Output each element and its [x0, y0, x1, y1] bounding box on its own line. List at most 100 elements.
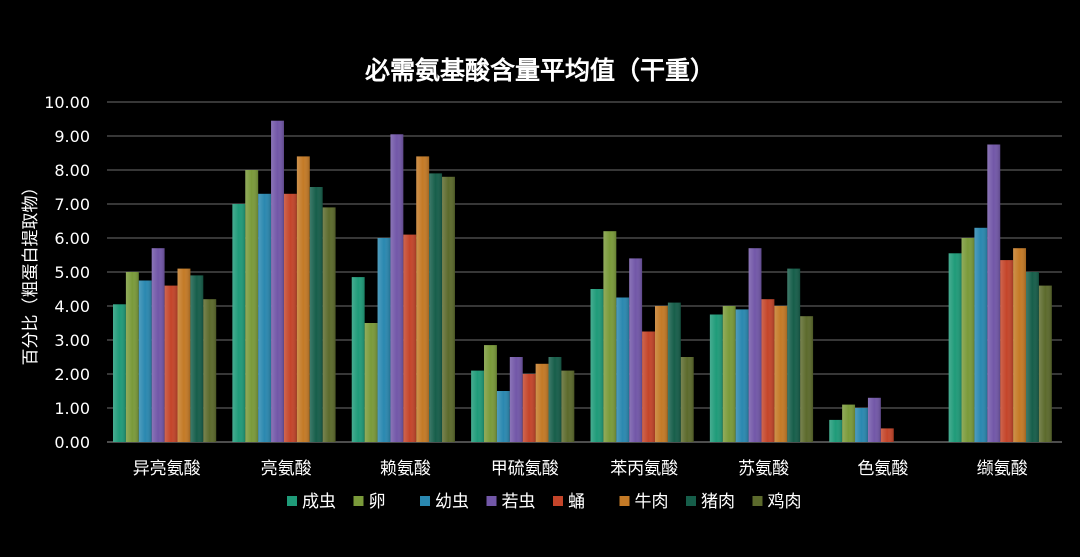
category-group — [829, 397, 894, 442]
bar-shading — [203, 299, 217, 442]
bars — [113, 120, 1052, 443]
legend-swatch — [486, 496, 497, 506]
y-tick-labels: 0.00 1.00 2.00 3.00 4.00 5.00 6.00 7.00 8.00 9.00… — [44, 93, 90, 452]
category-group — [232, 120, 336, 442]
bar-shading — [548, 357, 562, 442]
bar-shading — [616, 297, 630, 442]
category-group — [471, 345, 575, 442]
bar-shading — [1038, 285, 1052, 442]
x-tick-label: 苏氨酸 — [738, 459, 789, 479]
bar-shading — [1013, 248, 1027, 442]
bar-shading — [1000, 260, 1014, 442]
bar-shading — [258, 193, 272, 442]
y-tick-label: 10.00 — [44, 93, 90, 112]
x-tick-label: 赖氨酸 — [380, 459, 431, 479]
legend-label: 成虫 — [302, 492, 336, 512]
legend-swatch — [420, 496, 430, 506]
bar-shading — [535, 363, 549, 442]
bar-shading — [722, 306, 736, 442]
bar-shading — [603, 231, 617, 442]
legend-swatch — [553, 496, 563, 506]
y-tick-label: 4.00 — [54, 297, 90, 316]
x-tick-label: 异亮氨酸 — [133, 459, 201, 479]
legend-swatch — [752, 496, 763, 506]
bar-shading — [522, 374, 536, 442]
bar-shading — [629, 258, 643, 442]
y-axis-label: 百分比（粗蛋白提取物） — [21, 179, 41, 366]
bar-shading — [364, 323, 378, 442]
legend-label: 牛肉 — [635, 492, 669, 512]
category-group — [113, 248, 217, 442]
bar-shading — [484, 345, 497, 442]
bar-shading — [761, 299, 775, 442]
bar-shading — [590, 289, 604, 442]
bar-shading — [787, 268, 801, 442]
bar-shading — [880, 428, 894, 442]
bar-shading — [867, 397, 881, 442]
bar-shading — [709, 314, 723, 442]
bar-shading — [748, 248, 762, 442]
legend-label: 卵 — [369, 492, 386, 512]
x-tick-label: 缬氨酸 — [977, 459, 1028, 479]
category-group — [590, 231, 694, 442]
bar-shading — [442, 176, 455, 443]
bar-shading — [138, 280, 152, 442]
x-tick-label: 苯丙氨酸 — [610, 459, 678, 479]
bar-shading — [309, 187, 323, 442]
bar-shading — [232, 204, 246, 442]
y-tick-label: 2.00 — [54, 365, 90, 384]
bar-shading — [151, 248, 165, 442]
legend-label: 若虫 — [502, 492, 536, 512]
bar-shading — [125, 272, 139, 442]
bar-shading — [829, 419, 843, 442]
bar-shading — [842, 404, 856, 442]
y-tick-label: 0.00 — [54, 433, 90, 452]
bar-shading — [496, 391, 510, 442]
y-tick-label: 5.00 — [54, 263, 90, 282]
bar-shading — [974, 227, 988, 442]
bar-shading — [561, 370, 575, 442]
legend-item: 牛肉 — [619, 492, 669, 512]
legend-swatch — [619, 496, 630, 506]
legend-item: 成虫 — [287, 492, 336, 512]
bar-shading — [429, 173, 443, 442]
x-tick-label: 色氨酸 — [857, 459, 908, 479]
chart-title: 必需氨基酸含量平均值（干重） — [365, 56, 715, 85]
bar-shading — [322, 207, 336, 442]
legend-item: 幼虫 — [420, 492, 469, 512]
bar-shading — [177, 268, 191, 442]
bar-shading — [296, 156, 310, 442]
bar-shading — [800, 316, 814, 442]
bar-shading — [735, 309, 749, 442]
bar-shading — [403, 234, 417, 442]
bar-shading — [471, 370, 485, 442]
category-group — [948, 144, 1052, 442]
bar-shading — [680, 357, 694, 442]
bar-shading — [164, 285, 178, 442]
bar-shading — [113, 304, 126, 442]
y-tick-label: 9.00 — [54, 127, 90, 146]
bar-shading — [190, 275, 204, 442]
y-tick-label: 7.00 — [54, 195, 90, 214]
category-group — [351, 134, 455, 443]
legend-label: 幼虫 — [435, 492, 469, 512]
x-tick-label: 亮氨酸 — [261, 459, 312, 479]
legend-item: 猪肉 — [686, 492, 735, 512]
legend-label: 猪肉 — [701, 492, 735, 512]
category-group — [709, 248, 814, 442]
y-tick-label: 6.00 — [54, 229, 90, 248]
legend-swatch — [287, 496, 297, 506]
legend: 成虫 卵 幼虫 若虫 蛹 牛肉 猪肉 鸡肉 — [287, 492, 802, 512]
legend-label: 鸡肉 — [768, 492, 802, 512]
bar-shading — [774, 306, 788, 442]
bar-shading — [987, 144, 1001, 442]
legend-item: 鸡肉 — [752, 492, 802, 512]
bar-shading — [948, 253, 962, 442]
legend-item: 若虫 — [486, 492, 536, 512]
y-tick-label: 8.00 — [54, 161, 90, 180]
bar-shading — [1026, 272, 1039, 442]
legend-swatch — [686, 496, 696, 506]
legend-item: 卵 — [353, 492, 386, 512]
bar-shading — [271, 120, 284, 442]
